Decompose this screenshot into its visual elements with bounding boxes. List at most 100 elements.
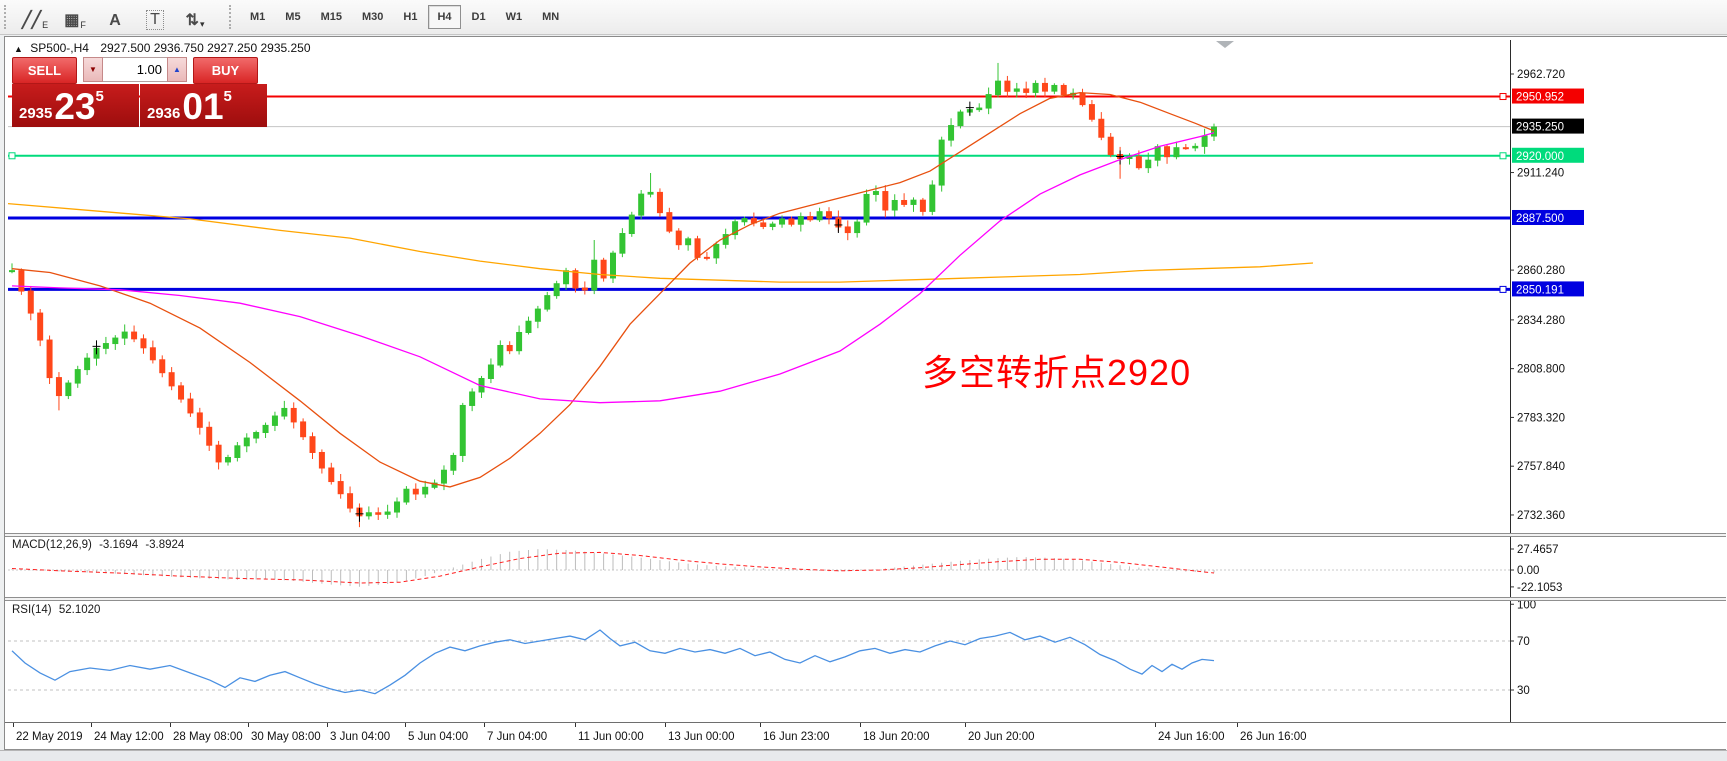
ohlc-values: 2927.500 2936.750 2927.250 2935.250 xyxy=(100,41,311,55)
time-axis[interactable]: 22 May 2019 24 May 12:00 28 May 08:00 30 Ma… xyxy=(5,722,1726,750)
grid-button[interactable]: ▦ F xyxy=(55,2,95,32)
time-axis-label: 13 Jun 00:00 xyxy=(668,731,735,743)
volume-increase-button[interactable]: ▲ xyxy=(167,57,187,82)
time-axis-label: 20 Jun 20:00 xyxy=(968,731,1035,743)
horizontal-lines-layer[interactable] xyxy=(8,93,1510,293)
rsi-axis-label: 70 xyxy=(1517,636,1530,648)
timeframe-M15-button[interactable]: M15 xyxy=(320,11,342,23)
buy-price-sup: 5 xyxy=(223,88,232,105)
indicators-icon-sub: E xyxy=(42,20,49,30)
text-label-button[interactable]: A xyxy=(95,2,135,32)
sell-button[interactable]: SELL xyxy=(12,57,77,84)
y-axis-tick-label: 2911.240 xyxy=(1517,168,1564,180)
cycle-arrows-button[interactable]: ⇅ ▾ xyxy=(175,2,215,32)
time-axis-tick xyxy=(91,723,92,727)
time-axis-label: 18 Jun 20:00 xyxy=(863,731,930,743)
price-badge[interactable] xyxy=(1512,147,1584,163)
timeframe-M1-button[interactable]: M1 xyxy=(250,11,266,23)
time-axis-tick xyxy=(13,723,14,727)
y-axis-tick-label: 2860.280 xyxy=(1517,265,1565,277)
price-badge-label: 2950.952 xyxy=(1516,92,1564,104)
time-axis-tick xyxy=(1237,723,1238,727)
timeframe-H4-button[interactable]: H4 xyxy=(428,5,461,29)
time-axis-tick xyxy=(575,723,576,727)
price-axis-labels: 2962.720 2911.240 2860.280 2834.280 2808.800… xyxy=(1510,69,1584,522)
rsi-axis-label: 30 xyxy=(1517,685,1530,697)
price-badge-label: 2920.000 xyxy=(1516,151,1564,163)
time-axis-tick xyxy=(665,723,666,727)
macd-histogram xyxy=(11,549,1215,587)
panel-separator[interactable] xyxy=(5,597,1726,601)
price-badge-label: 2935.250 xyxy=(1516,122,1564,134)
macd-main-value: -3.1694 xyxy=(99,539,139,551)
toolbar-drag-handle[interactable] xyxy=(4,5,9,29)
collapse-icon[interactable]: ▲ xyxy=(14,44,23,54)
sell-price-prefix: 2935 xyxy=(19,105,53,122)
timeframe-M5-button[interactable]: M5 xyxy=(285,11,301,23)
price-badge-label: 2887.500 xyxy=(1516,213,1564,225)
doji-marks xyxy=(92,101,1125,522)
text-label-icon: A xyxy=(109,12,121,29)
time-axis-label: 11 Jun 00:00 xyxy=(578,731,644,743)
timeframe-W1-button[interactable]: W1 xyxy=(505,11,523,23)
bottom-panel-edge xyxy=(0,750,1727,761)
y-axis-tick-label: 2732.360 xyxy=(1517,510,1565,522)
price-badge[interactable] xyxy=(1512,118,1584,134)
ma-line-magenta xyxy=(11,132,1215,404)
hline-handle xyxy=(1499,152,1507,160)
price-axis-line xyxy=(1510,40,1511,748)
buy-price-big: 01 xyxy=(182,86,224,127)
time-axis-label: 24 Jun 16:00 xyxy=(1158,731,1225,743)
indicators-button[interactable]: ╱╱ E xyxy=(15,2,55,32)
top-toolbar: ╱╱ E ▦ F A T ⇅ ▾ M1 M5 M15 M30 H1 H4 D1 W1 MN xyxy=(0,0,1727,35)
timeframe-drag-handle[interactable] xyxy=(229,5,234,29)
time-axis-tick xyxy=(170,723,171,727)
buy-button[interactable]: BUY xyxy=(193,57,258,84)
panel-separator[interactable] xyxy=(5,533,1726,537)
volume-decrease-button[interactable]: ▼ xyxy=(83,57,103,82)
sell-price-sup: 5 xyxy=(95,88,104,105)
time-axis-label: 26 Jun 16:00 xyxy=(1240,731,1307,743)
time-axis-tick xyxy=(248,723,249,727)
sell-price-big: 23 xyxy=(54,86,96,127)
price-badge[interactable] xyxy=(1512,281,1584,297)
timeframe-M30-button[interactable]: M30 xyxy=(361,11,384,23)
candlestick-series xyxy=(9,62,1217,528)
time-axis-tick xyxy=(760,723,761,727)
volume-input[interactable] xyxy=(103,57,167,82)
price-badge[interactable] xyxy=(1512,88,1584,104)
cycle-arrows-icon-sub: ▾ xyxy=(199,19,205,29)
symbol-title: SP500-,H4 xyxy=(30,41,89,55)
text-box-icon: T xyxy=(146,10,164,30)
y-axis-tick-label: 2962.720 xyxy=(1517,69,1565,81)
macd-axis-label: -22.1053 xyxy=(1517,582,1562,594)
timeframe-MN-button[interactable]: MN xyxy=(542,11,560,23)
rsi-name: RSI(14) xyxy=(12,604,52,616)
buy-price-tile[interactable]: 2936 01 5 xyxy=(140,84,267,127)
time-axis-label: 22 May 2019 xyxy=(16,731,83,743)
time-axis-tick xyxy=(484,723,485,727)
one-click-trading-panel: SELL ▼ ▲ BUY 2935 23 5 2936 01 5 xyxy=(12,57,268,127)
timeframe-group: M1 M5 M15 M30 H1 H4 D1 W1 MN xyxy=(240,5,569,29)
text-box-button[interactable]: T xyxy=(135,2,175,32)
time-axis-label: 16 Jun 23:00 xyxy=(763,731,830,743)
chart-text-annotation[interactable]: 多空转折点2920 xyxy=(922,352,1192,393)
timeframe-D1-button[interactable]: D1 xyxy=(471,11,486,23)
rsi-axis-label: 100 xyxy=(1517,601,1536,611)
autoscroll-marker-icon xyxy=(1216,41,1234,48)
sell-price-tile[interactable]: 2935 23 5 xyxy=(12,84,139,127)
time-axis-label: 5 Jun 04:00 xyxy=(408,731,469,743)
grid-icon: ▦ xyxy=(64,12,80,29)
ma-line-orange xyxy=(7,202,1314,283)
macd-indicator-label: MACD(12,26,9) -3.1694 -3.8924 xyxy=(12,539,184,551)
price-badge-label: 2850.191 xyxy=(1516,284,1564,296)
timeframe-H1-button[interactable]: H1 xyxy=(403,11,418,23)
price-badge[interactable] xyxy=(1512,209,1584,225)
time-axis-label: 24 May 12:00 xyxy=(94,731,164,743)
y-axis-tick-label: 2757.840 xyxy=(1517,461,1565,473)
rsi-value: 52.1020 xyxy=(58,604,101,616)
rsi-panel: 100 70 30 xyxy=(8,601,1536,697)
main-price-chart: 2962.720 2911.240 2860.280 2834.280 2808.800… xyxy=(7,41,1584,528)
macd-signal-value: -3.8924 xyxy=(145,539,185,551)
cycle-arrows-icon: ⇅ xyxy=(185,12,199,29)
